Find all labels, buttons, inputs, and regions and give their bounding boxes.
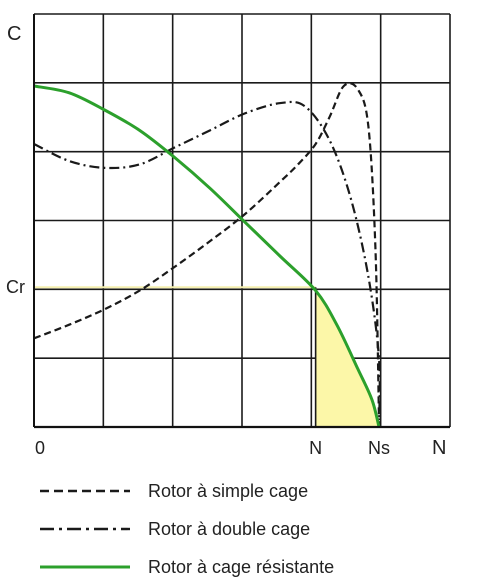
x-tick-label: N <box>309 438 322 458</box>
y-tick-label: Cr <box>6 277 25 297</box>
legend: Rotor à simple cage Rotor à double cage Ro… <box>40 481 334 577</box>
x-tick-label: 0 <box>35 438 45 458</box>
x-tick-labels: 0 N Ns <box>35 438 390 458</box>
axes-layer <box>33 14 450 429</box>
shaded-region-layer <box>315 290 379 427</box>
legend-item: Rotor à cage résistante <box>40 557 334 577</box>
legend-item: Rotor à simple cage <box>40 481 308 501</box>
series-line-cage-resistante <box>33 84 381 428</box>
series-line-double-cage <box>33 100 381 428</box>
y-tick-labels: Cr <box>6 277 25 297</box>
x-axis-label: N <box>432 437 446 459</box>
x-tick-label: Ns <box>368 438 390 458</box>
legend-label: Rotor à cage résistante <box>148 557 334 577</box>
series-line-simple-cage <box>33 82 381 421</box>
legend-item: Rotor à double cage <box>40 519 310 539</box>
y-axis-label: C <box>7 23 21 45</box>
reference-line-layer <box>34 286 317 427</box>
legend-label: Rotor à simple cage <box>148 481 308 501</box>
series-layer <box>33 82 381 428</box>
shaded-area <box>315 290 379 427</box>
legend-label: Rotor à double cage <box>148 519 310 539</box>
